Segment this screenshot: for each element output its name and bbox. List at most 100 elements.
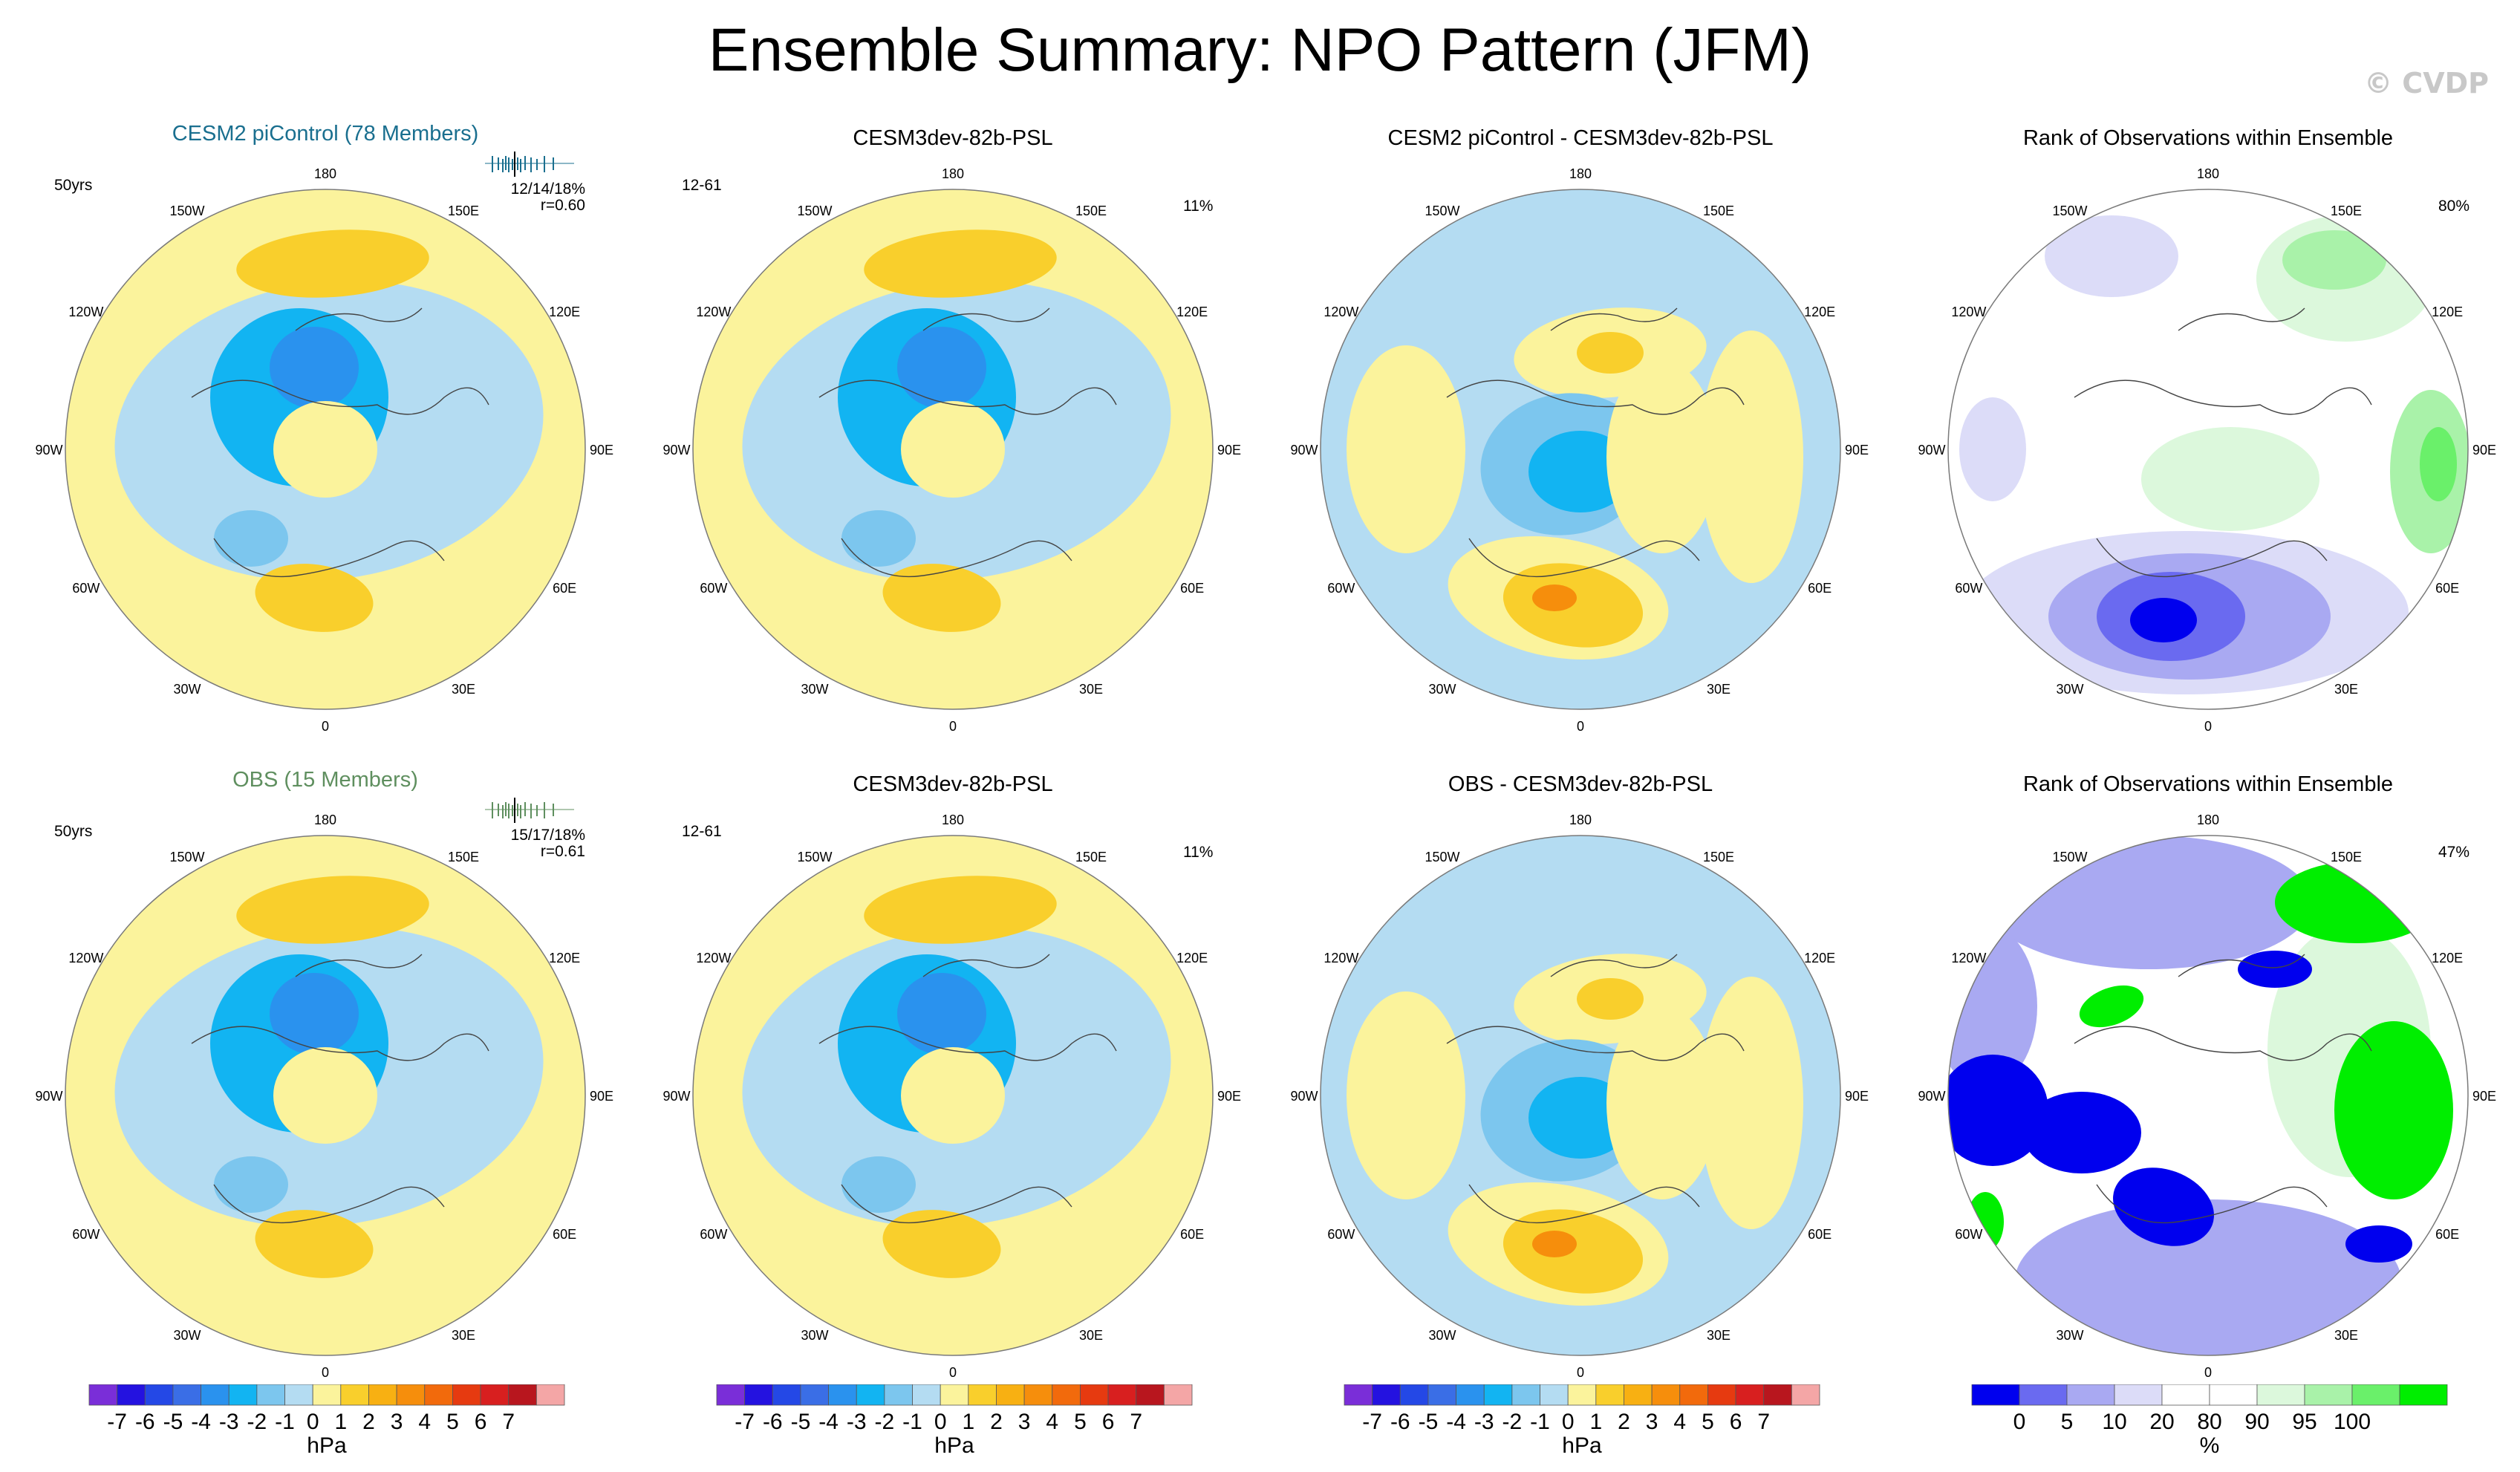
lon-label: 0 (949, 719, 957, 734)
colorbar-swatch (1651, 1384, 1681, 1406)
coastline (213, 538, 445, 578)
colorbar-tick-label: -2 (1502, 1410, 1523, 1434)
period-label: 50yrs (54, 823, 93, 840)
lon-label: 30E (452, 682, 475, 697)
percent-label: 11% (1183, 844, 1214, 861)
lon-label: 150W (797, 203, 832, 218)
colorbar-swatch (1707, 1384, 1736, 1406)
colorbar-tick-label: -6 (135, 1410, 155, 1434)
percent-label: 47% (2438, 844, 2470, 861)
lon-label: 30W (801, 1328, 828, 1343)
colorbar-swatch (1136, 1384, 1165, 1406)
coastline (191, 380, 489, 415)
lon-label: 60W (1327, 1227, 1355, 1242)
field-contour (864, 876, 1057, 944)
polar-map: 180 150E 120E 90E 60E 30E 0 30W 60W 90W 120W 150W (1918, 812, 2496, 1380)
colorbar-swatch (800, 1384, 829, 1406)
field-contour (1577, 332, 1644, 374)
lon-label: 30E (1707, 682, 1731, 697)
lon-label: 90E (1845, 1089, 1869, 1104)
lon-label: 120E (2432, 305, 2463, 319)
field-contour (2045, 215, 2178, 297)
lon-label: 30W (173, 682, 201, 697)
colorbar: -7 -6 -5 -4 -3 -2 -1 0 1 2 3 4 5 6 7 hPa (82, 1384, 572, 1466)
colorbar-swatch (284, 1384, 313, 1406)
colorbar-swatch (1971, 1384, 2020, 1406)
colorbar-tick-label: 80 (2197, 1410, 2221, 1434)
map-panel: CESM2 piControl - CESM3dev-82b-PSL 180 150… (1269, 119, 1892, 772)
lon-label: 120W (1951, 951, 1986, 965)
colorbar-swatch (117, 1384, 146, 1406)
panel-title: CESM3dev-82b-PSL (853, 772, 1053, 796)
lon-label: 90E (2472, 443, 2496, 457)
lon-label: 30W (1428, 1328, 1456, 1343)
colorbar-tick-label: -3 (1474, 1410, 1494, 1434)
panel-title: OBS - CESM3dev-82b-PSL (1448, 772, 1713, 796)
lon-label: 60W (1955, 581, 1982, 596)
lon-label: 30W (801, 682, 828, 697)
lon-label: 150W (797, 850, 832, 864)
colorbar-tick-label: 2 (990, 1410, 1003, 1434)
lon-label: 90E (590, 1089, 613, 1104)
lon-label: 30W (1428, 682, 1456, 697)
map-border (692, 189, 1214, 710)
field-contour (897, 327, 986, 408)
lon-label: 30E (452, 1328, 475, 1343)
colorbar-tick-label: 10 (2102, 1410, 2126, 1434)
panel-title: OBS (15 Members) (232, 768, 418, 792)
colorbar-tick-label: 0 (2013, 1410, 2026, 1434)
coastline (2178, 954, 2305, 977)
lon-label: 120E (1176, 951, 1208, 965)
field-contour (2282, 230, 2386, 290)
lon-label: 60E (553, 581, 576, 596)
colorbar-swatch (1427, 1384, 1456, 1406)
colorbar-tick-label: 1 (334, 1410, 347, 1434)
field-layer (1948, 189, 2468, 709)
colorbar-tick-label: -7 (735, 1410, 755, 1434)
colorbar-swatch (424, 1384, 453, 1406)
field-contour (1577, 978, 1644, 1020)
colorbar-tick-label: 2 (362, 1410, 375, 1434)
coastline (295, 954, 423, 977)
colorbar-swatch (856, 1384, 885, 1406)
lon-label: 90W (1918, 1089, 1945, 1104)
lon-label: 120W (1324, 951, 1358, 965)
lon-label: 0 (949, 1365, 957, 1380)
lon-label: 150E (448, 850, 479, 864)
field-contour (273, 401, 377, 498)
colorbar-tick-label: -2 (875, 1410, 895, 1434)
field-contour (236, 876, 429, 944)
colorbar-swatch (940, 1384, 969, 1406)
panel-title: Rank of Observations within Ensemble (2022, 126, 2394, 150)
lon-label: 120W (68, 305, 103, 319)
colorbar-tick-label: 20 (2149, 1410, 2174, 1434)
colorbar-swatch (1080, 1384, 1109, 1406)
colorbar-swatch (2066, 1384, 2115, 1406)
coastline (1468, 538, 1700, 578)
lon-label: 90E (1217, 1089, 1241, 1104)
lon-label: 30E (1079, 682, 1103, 697)
lon-label: 60E (553, 1227, 576, 1242)
lon-label: 150W (1425, 203, 1459, 218)
field-contour (270, 327, 359, 408)
map-panel: CESM3dev-82b-PSL 180 150E 120E 90E 60E 30E 0 30W… (641, 119, 1265, 772)
colorbar-swatch (1791, 1384, 1820, 1406)
field-layer (693, 189, 1213, 709)
colorbar-tick-label: 90 (2244, 1410, 2269, 1434)
colorbar-svg: -7 -6 -5 -4 -3 -2 -1 0 1 2 3 4 5 6 7 hPa (716, 1384, 1193, 1458)
corr-label: r=0.60 (540, 197, 585, 214)
colorbar-tick-label: 1 (1589, 1410, 1602, 1434)
field-contour (1502, 563, 1644, 648)
lon-label: 90E (590, 443, 613, 457)
colorbar-tick-label: 4 (1046, 1410, 1058, 1434)
colorbar-swatch (1679, 1384, 1708, 1406)
lon-label: 150E (1703, 850, 1734, 864)
period-label: 12-61 (682, 823, 722, 840)
colorbar-svg: -7 -6 -5 -4 -3 -2 -1 0 1 2 3 4 5 6 7 hPa (88, 1384, 565, 1458)
field-contour (1528, 1077, 1632, 1159)
map-border (1320, 835, 1841, 1356)
field-contour (897, 973, 986, 1055)
lon-label: 90W (662, 1089, 690, 1104)
colorbar-swatch (228, 1384, 258, 1406)
colorbar-swatch (2304, 1384, 2353, 1406)
